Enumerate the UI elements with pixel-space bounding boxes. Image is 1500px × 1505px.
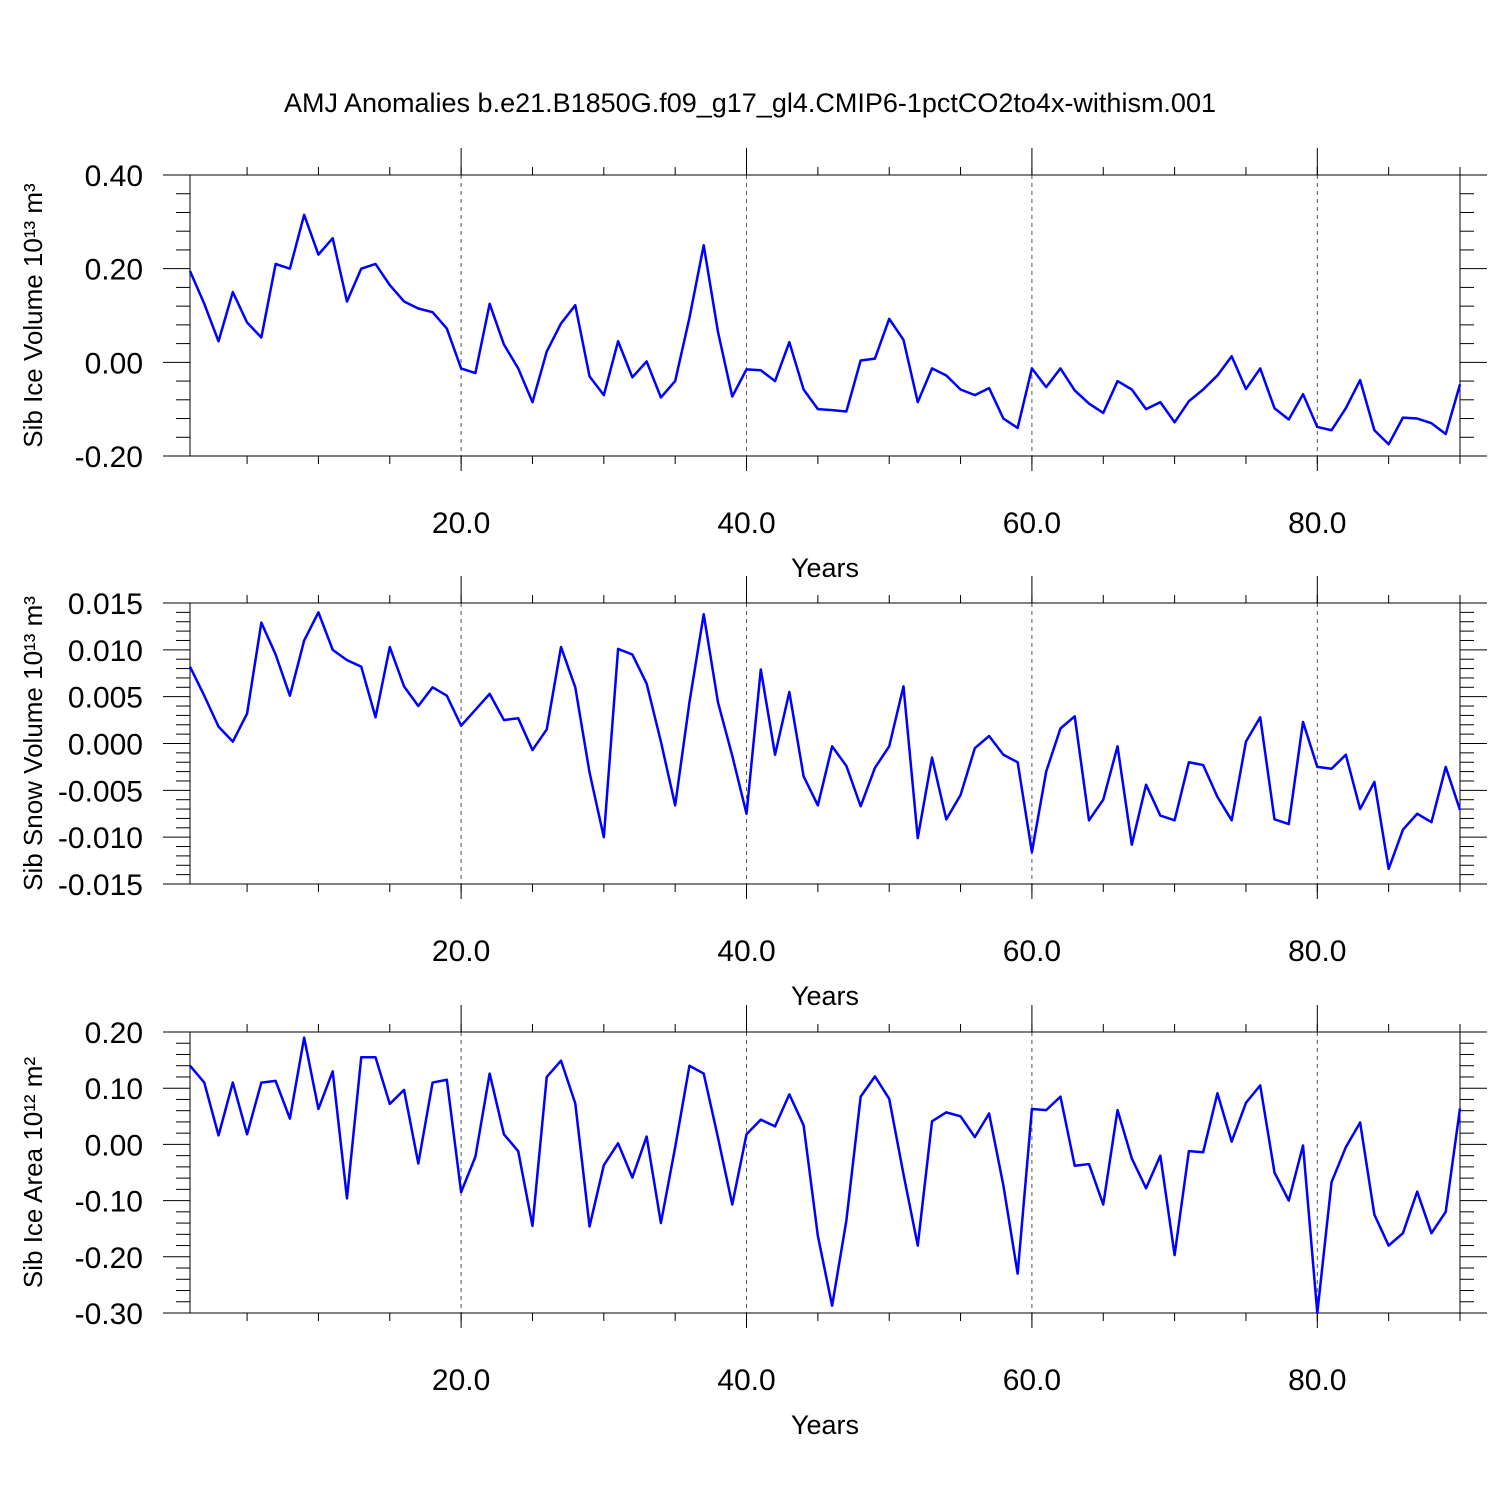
- x-tick-label: 60.0: [1003, 1364, 1061, 1397]
- y-tick-label: -0.015: [58, 869, 143, 902]
- x-tick-label: 40.0: [717, 935, 775, 968]
- x-tick-label: 60.0: [1003, 935, 1061, 968]
- x-tick-label: 20.0: [432, 1364, 490, 1397]
- x-tick-label: 40.0: [717, 1364, 775, 1397]
- y-tick-label: -0.20: [75, 441, 143, 474]
- y-tick-label: 0.10: [85, 1073, 143, 1106]
- x-tick-label: 60.0: [1003, 507, 1061, 540]
- chart-title: AMJ Anomalies b.e21.B1850G.f09_g17_gl4.C…: [284, 88, 1216, 118]
- x-tick-label: 40.0: [717, 507, 775, 540]
- y-tick-label: 0.015: [68, 588, 143, 621]
- y-tick-label: 0.010: [68, 635, 143, 668]
- y-axis-label: Sib Ice Volume 10¹³ m³: [18, 183, 48, 448]
- x-tick-label: 80.0: [1288, 935, 1346, 968]
- y-tick-label: 0.005: [68, 682, 143, 715]
- x-tick-label: 80.0: [1288, 507, 1346, 540]
- y-tick-label: 0.20: [85, 1017, 143, 1050]
- plot-frame: [189, 1031, 1461, 1314]
- y-axis-label: Sib Ice Area 10¹² m²: [18, 1057, 48, 1289]
- y-tick-label: -0.20: [75, 1242, 143, 1275]
- y-tick-label: -0.005: [58, 775, 143, 808]
- x-tick-label: 20.0: [432, 507, 490, 540]
- y-tick-label: 0.000: [68, 729, 143, 762]
- x-axis-label: Years: [791, 1410, 859, 1440]
- y-tick-label: -0.10: [75, 1186, 143, 1219]
- y-tick-label: 0.00: [85, 1129, 143, 1162]
- y-axis-label: Sib Snow Volume 10¹³ m³: [18, 596, 48, 891]
- data-line: [189, 1036, 1462, 1315]
- y-tick-label: 0.40: [85, 160, 143, 193]
- x-tick-label: 20.0: [432, 935, 490, 968]
- plot-frame: [189, 602, 1461, 885]
- y-tick-label: -0.010: [58, 822, 143, 855]
- x-axis-label: Years: [791, 981, 859, 1011]
- y-tick-label: 0.20: [85, 254, 143, 287]
- data-line: [188, 213, 1462, 446]
- y-tick-label: -0.30: [75, 1298, 143, 1331]
- x-tick-label: 80.0: [1288, 1364, 1346, 1397]
- data-line: [188, 611, 1462, 871]
- plot-frame: [189, 174, 1461, 457]
- x-axis-label: Years: [791, 553, 859, 583]
- y-tick-label: 0.00: [85, 347, 143, 380]
